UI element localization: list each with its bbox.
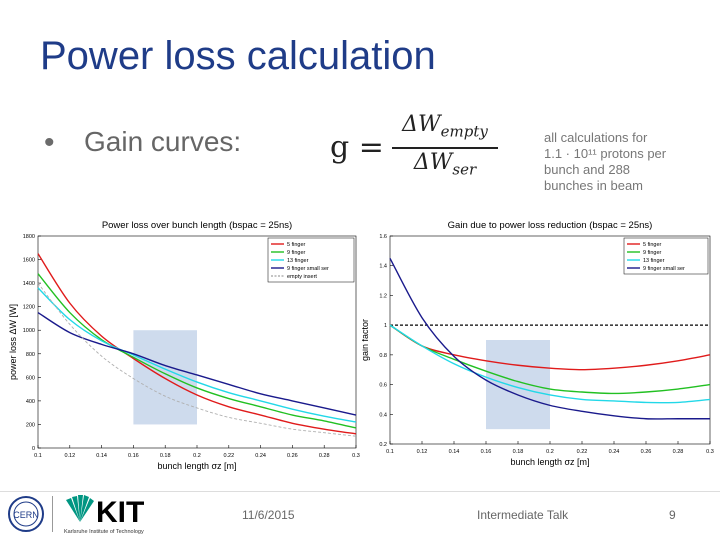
x-tick-label: 0.2 — [546, 449, 554, 455]
x-tick-label: 0.22 — [223, 453, 234, 459]
calculation-note: all calculations for 1.1 · 10¹¹ protons … — [544, 130, 704, 194]
y-tick-label: 1 — [384, 323, 387, 329]
y-tick-label: 200 — [26, 422, 35, 428]
series-line — [37, 273, 357, 429]
series-line — [37, 287, 357, 423]
shaded-region — [133, 330, 197, 425]
y-tick-label: 1200 — [23, 305, 35, 311]
bullet-text: Gain curves: — [84, 126, 242, 157]
series-line — [389, 324, 711, 371]
formula-numerator: ΔWempty — [390, 112, 500, 140]
series-line — [389, 257, 710, 420]
x-tick-label: 0.3 — [352, 453, 360, 459]
y-axis-label: gain factor — [362, 319, 370, 361]
formula-lhs: g = — [330, 130, 384, 165]
x-tick-label: 0.16 — [481, 449, 492, 455]
x-tick-label: 0.28 — [673, 449, 684, 455]
cern-logo-text: CERN — [13, 510, 39, 520]
legend-entry: 5 finger — [643, 242, 662, 248]
note-line: 1.1 · 10¹¹ protons per — [544, 146, 667, 161]
formula-g: g — [330, 130, 350, 165]
x-tick-label: 0.18 — [513, 449, 524, 455]
slide-title: Power loss calculation — [40, 34, 436, 78]
y-tick-label: 0.4 — [379, 412, 387, 418]
cern-logo-icon: CERN — [8, 496, 44, 532]
y-tick-label: 0.8 — [379, 353, 387, 359]
formula-eq: = — [358, 130, 384, 165]
x-tick-label: 0.14 — [449, 449, 460, 455]
num-sub: empty — [440, 122, 488, 141]
y-tick-label: 1600 — [23, 258, 35, 264]
x-axis-label: bunch length σz [m] — [157, 461, 236, 471]
series-line — [37, 282, 357, 437]
y-tick-label: 1400 — [23, 281, 35, 287]
legend-entry: 9 finger small ser — [643, 266, 685, 272]
note-line: bunches in beam — [544, 178, 644, 193]
x-tick-label: 0.22 — [577, 449, 588, 455]
formula-denominator: ΔWser — [390, 150, 500, 178]
legend-entry: 13 finger — [287, 258, 309, 264]
x-tick-label: 0.24 — [255, 453, 266, 459]
chart-title: Power loss over bunch length (bspac = 25… — [102, 220, 292, 231]
footer-divider — [0, 491, 720, 492]
gain-formula: g = ΔWempty ΔWser — [330, 112, 502, 182]
y-tick-label: 0.2 — [379, 442, 387, 448]
legend-entry: 13 finger — [643, 258, 665, 264]
x-tick-label: 0.12 — [64, 453, 75, 459]
y-tick-label: 1800 — [23, 234, 35, 240]
kit-logo-icon: KIT Karlsruhe Institute of Technology — [64, 495, 144, 535]
y-axis-label: power loss ΔW [W] — [8, 304, 18, 380]
den-sub: ser — [452, 160, 477, 179]
logo-divider — [52, 496, 53, 532]
legend-entry: empty insert — [287, 274, 317, 280]
series-line — [37, 311, 357, 416]
kit-logo-text: KIT — [96, 496, 144, 529]
y-tick-label: 1.6 — [379, 234, 387, 240]
x-tick-label: 0.14 — [96, 453, 107, 459]
x-tick-label: 0.3 — [706, 449, 714, 455]
kit-logo-subtext: Karlsruhe Institute of Technology — [64, 529, 144, 535]
note-line: all calculations for — [544, 130, 648, 145]
bullet-dot: • — [44, 126, 55, 159]
x-tick-label: 0.1 — [34, 453, 42, 459]
y-tick-label: 1000 — [23, 328, 35, 334]
legend-entry: 5 finger — [287, 242, 306, 248]
legend-entry: 9 finger — [287, 250, 306, 256]
chart-title: Gain due to power loss reduction (bspac … — [448, 220, 653, 231]
x-tick-label: 0.26 — [641, 449, 652, 455]
x-tick-label: 0.1 — [386, 449, 394, 455]
x-tick-label: 0.12 — [417, 449, 428, 455]
footer-page-number: 9 — [669, 508, 676, 522]
x-tick-label: 0.26 — [287, 453, 298, 459]
footer-date: 11/6/2015 — [242, 508, 295, 522]
power-loss-chart: Power loss over bunch length (bspac = 25… — [8, 220, 360, 471]
series-line — [389, 324, 711, 395]
y-tick-label: 600 — [26, 375, 35, 381]
y-tick-label: 0 — [32, 446, 35, 452]
x-tick-label: 0.2 — [193, 453, 201, 459]
footer-talk-title: Intermediate Talk — [477, 508, 569, 522]
legend-entry: 9 finger — [643, 250, 662, 256]
y-tick-label: 0.6 — [379, 383, 387, 389]
y-tick-label: 1.2 — [379, 293, 387, 299]
series-line — [389, 324, 711, 404]
y-tick-label: 800 — [26, 352, 35, 358]
x-tick-label: 0.24 — [609, 449, 620, 455]
y-tick-label: 400 — [26, 399, 35, 405]
den-prefix: ΔW — [413, 150, 453, 175]
x-tick-label: 0.16 — [128, 453, 139, 459]
series-line — [37, 253, 357, 435]
gain-factor-chart: Gain due to power loss reduction (bspac … — [362, 220, 714, 467]
x-axis-label: bunch length σz [m] — [510, 457, 589, 467]
y-tick-label: 1.4 — [379, 264, 387, 270]
x-tick-label: 0.18 — [160, 453, 171, 459]
x-tick-label: 0.28 — [319, 453, 330, 459]
note-line: bunch and 288 — [544, 162, 631, 177]
fraction-bar — [392, 147, 498, 149]
shaded-region — [486, 340, 550, 430]
num-prefix: ΔW — [402, 112, 441, 137]
legend-entry: 9 finger small ser — [287, 266, 329, 272]
